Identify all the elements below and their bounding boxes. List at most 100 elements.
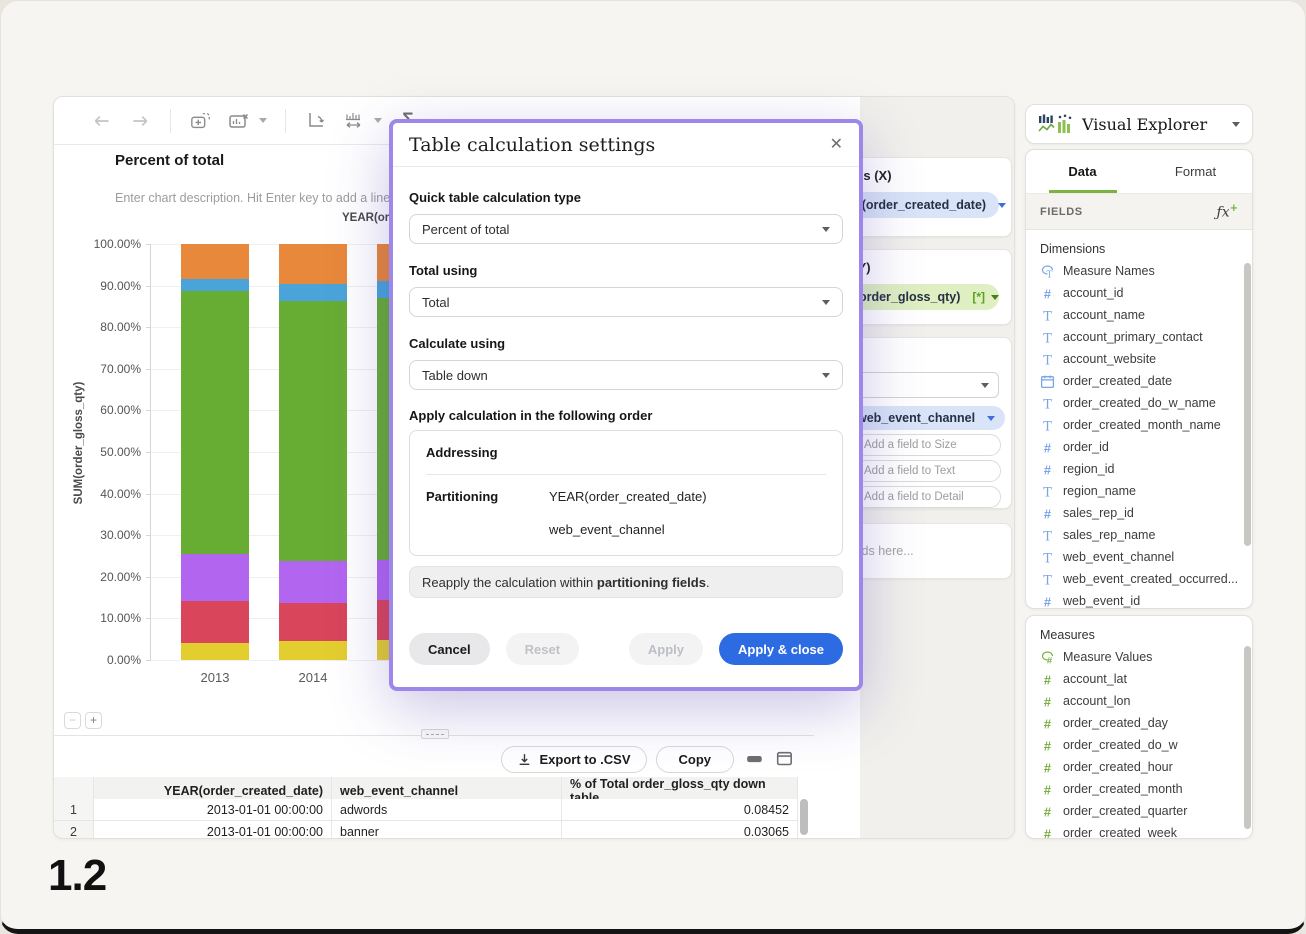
back-arrow-icon[interactable] bbox=[90, 109, 114, 133]
fit-axes-icon[interactable] bbox=[342, 109, 366, 133]
field-item[interactable]: # region_id bbox=[1026, 458, 1252, 480]
bar-segment-series-1[interactable] bbox=[279, 640, 347, 660]
field-item[interactable]: # order_created_quarter bbox=[1026, 800, 1252, 822]
field-item[interactable]: # account_lat bbox=[1026, 668, 1252, 690]
field-item[interactable]: # account_id bbox=[1026, 282, 1252, 304]
field-item[interactable]: # Measure Values bbox=[1026, 646, 1252, 668]
field-item[interactable]: order_created_date bbox=[1026, 370, 1252, 392]
reset-button[interactable]: Reset bbox=[505, 633, 580, 665]
number-icon: # bbox=[1040, 826, 1055, 838]
field-item[interactable]: # order_created_month bbox=[1026, 778, 1252, 800]
bar-segment-series-3[interactable] bbox=[181, 553, 249, 602]
apply-button[interactable]: Apply bbox=[628, 633, 704, 665]
add-calculated-field-icon[interactable]: ƒx+ bbox=[1216, 202, 1238, 221]
table-cell[interactable]: banner bbox=[332, 821, 562, 838]
number-icon: # bbox=[1040, 738, 1055, 753]
export-csv-button[interactable]: Export to .CSV bbox=[501, 745, 647, 773]
stacked-bar[interactable] bbox=[279, 244, 347, 660]
tab-format[interactable]: Format bbox=[1174, 164, 1217, 179]
clear-chart-icon[interactable] bbox=[227, 109, 251, 133]
bar-segment-series-5[interactable] bbox=[181, 278, 249, 292]
splitter-drag-handle[interactable] bbox=[421, 729, 449, 739]
field-item[interactable]: # order_created_do_w bbox=[1026, 734, 1252, 756]
measures-scrollbar[interactable] bbox=[1244, 646, 1251, 829]
close-icon[interactable]: ✕ bbox=[829, 135, 843, 153]
table-row: 1 2013-01-01 00:00:00 adwords 0.08452 bbox=[54, 799, 798, 821]
svg-text:#: # bbox=[1044, 672, 1051, 687]
bar-segment-series-6[interactable] bbox=[181, 244, 249, 279]
zoom-in-button[interactable]: + bbox=[85, 712, 102, 729]
chevron-down-icon bbox=[998, 202, 1007, 208]
table-cell[interactable]: 2013-01-01 00:00:00 bbox=[94, 821, 332, 838]
table-scrollbar[interactable] bbox=[800, 799, 808, 835]
field-item[interactable]: # sales_rep_id bbox=[1026, 502, 1252, 524]
fields-panel: Data Format FIELDS ƒx+ Dimensions T Measur… bbox=[1025, 149, 1253, 609]
copy-button[interactable]: Copy bbox=[655, 745, 734, 773]
table-cell[interactable]: 2013-01-01 00:00:00 bbox=[94, 799, 332, 821]
table-cell[interactable]: 2 bbox=[54, 821, 94, 838]
expand-table-icon[interactable] bbox=[776, 751, 794, 767]
bar-segment-series-4[interactable] bbox=[279, 301, 347, 562]
table-cell[interactable]: 1 bbox=[54, 799, 94, 821]
svg-text:T: T bbox=[1043, 485, 1052, 499]
bar-segment-series-5[interactable] bbox=[279, 283, 347, 302]
quick-table-calculation-type-select[interactable]: Percent of total bbox=[409, 214, 843, 244]
swap-axes-icon[interactable] bbox=[304, 109, 328, 133]
total-using-select[interactable]: Total bbox=[409, 287, 843, 317]
forward-arrow-icon[interactable] bbox=[128, 109, 152, 133]
dimensions-scrollbar[interactable] bbox=[1244, 263, 1251, 546]
field-label: order_created_month_name bbox=[1063, 418, 1221, 432]
marks-drop-target[interactable]: Add a field to Text bbox=[855, 460, 1001, 482]
tab-data[interactable]: Data bbox=[1026, 150, 1139, 193]
apply-and-close-button[interactable]: Apply & close bbox=[719, 633, 843, 665]
bar-segment-series-2[interactable] bbox=[181, 601, 249, 643]
field-item[interactable]: # order_created_day bbox=[1026, 712, 1252, 734]
svg-text:T: T bbox=[1043, 573, 1052, 587]
field-item[interactable]: # order_created_week bbox=[1026, 822, 1252, 838]
y-axis-tick: 10.00% bbox=[100, 611, 141, 625]
bar-segment-series-3[interactable] bbox=[279, 561, 347, 604]
bar-segment-series-1[interactable] bbox=[181, 642, 249, 660]
color-field-pill[interactable]: web_event_channel bbox=[847, 406, 1005, 430]
calculate-using-select[interactable]: Table down bbox=[409, 360, 843, 390]
svg-text:#: # bbox=[1047, 655, 1053, 665]
stacked-bar[interactable] bbox=[181, 244, 249, 660]
chart-description-placeholder[interactable]: Enter chart description. Hit Enter key t… bbox=[115, 191, 391, 205]
chevron-down-icon bbox=[374, 118, 382, 123]
text-icon: T bbox=[1040, 484, 1055, 499]
chevron-down-icon bbox=[987, 415, 996, 421]
bar-segment-series-2[interactable] bbox=[279, 603, 347, 641]
zoom-out-button[interactable]: − bbox=[64, 712, 81, 729]
field-label: web_event_channel bbox=[1063, 550, 1175, 564]
table-cell[interactable]: adwords bbox=[332, 799, 562, 821]
calculation-order-box: Addressing Partitioning YEAR(order_creat… bbox=[409, 430, 843, 556]
y-axis-tick: 20.00% bbox=[100, 570, 141, 584]
marks-drop-target[interactable]: Add a field to Detail bbox=[855, 486, 1001, 508]
modal-header: Table calculation settings ✕ bbox=[393, 123, 859, 167]
bar-segment-series-4[interactable] bbox=[181, 291, 249, 554]
add-chart-icon[interactable] bbox=[189, 109, 213, 133]
field-item[interactable]: # web_event_id bbox=[1026, 590, 1252, 608]
marks-drop-target[interactable]: Add a field to Size bbox=[855, 434, 1001, 456]
field-item[interactable]: # order_id bbox=[1026, 436, 1252, 458]
explorer-selector[interactable]: Visual Explorer bbox=[1025, 104, 1253, 144]
field-item[interactable]: # order_created_hour bbox=[1026, 756, 1252, 778]
table-cell[interactable]: 0.03065 bbox=[562, 821, 798, 838]
cancel-button[interactable]: Cancel bbox=[409, 633, 490, 665]
collapse-table-icon[interactable] bbox=[746, 751, 764, 767]
svg-text:T: T bbox=[1043, 331, 1052, 345]
partitioning-field: YEAR(order_created_date) bbox=[549, 489, 707, 504]
table-cell[interactable]: 0.08452 bbox=[562, 799, 798, 821]
bar-segment-series-6[interactable] bbox=[279, 244, 347, 284]
field-item[interactable]: # account_lon bbox=[1026, 690, 1252, 712]
field-item[interactable]: T Measure Names bbox=[1026, 260, 1252, 282]
